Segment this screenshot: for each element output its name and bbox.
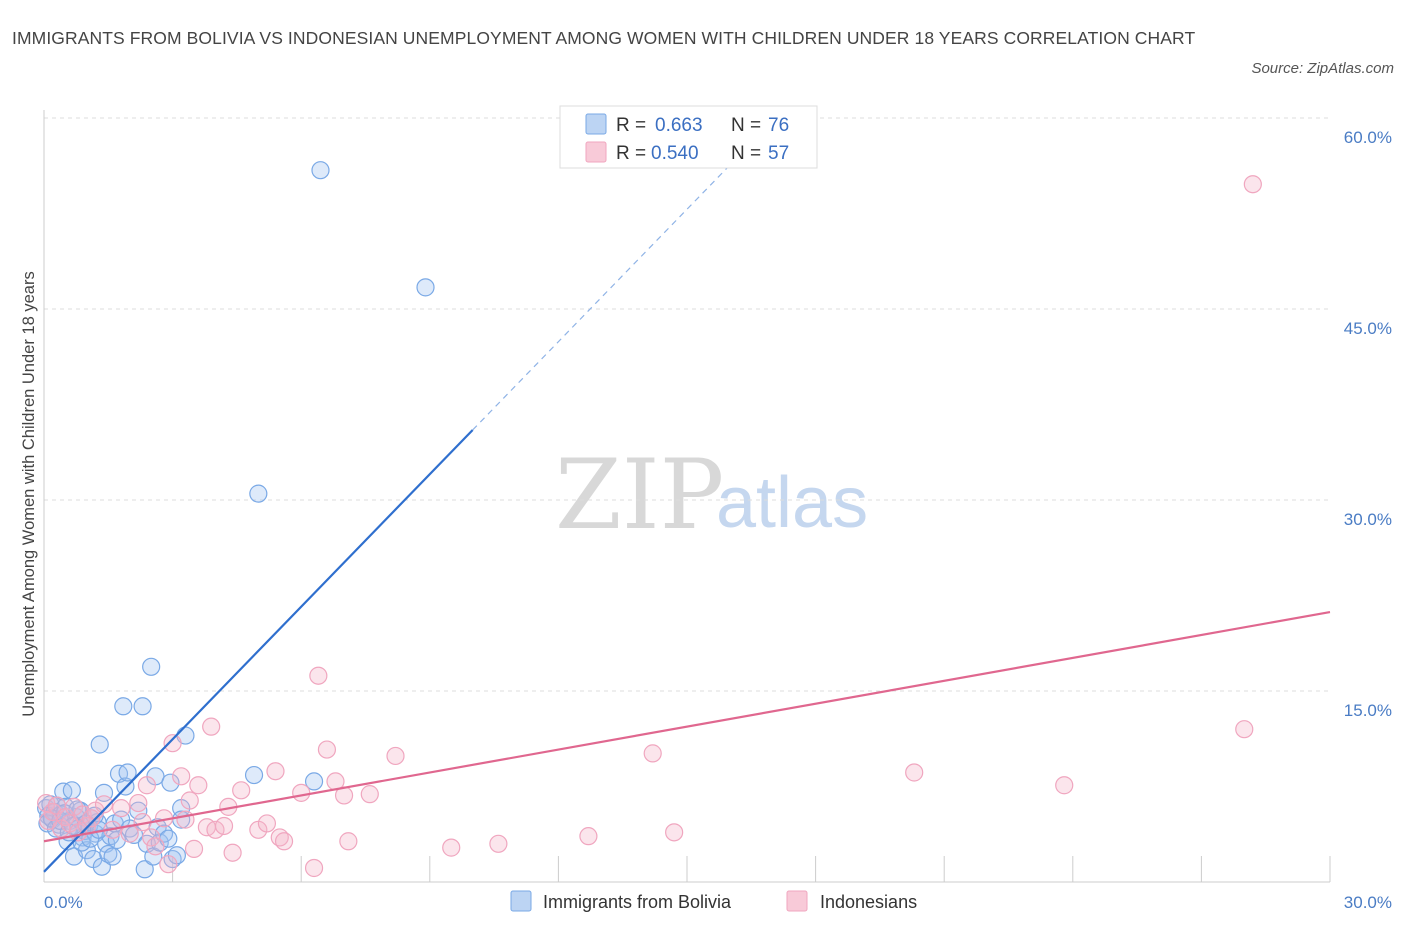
chart-source: Source: ZipAtlas.com: [1251, 60, 1394, 77]
indonesians-point: [202, 717, 221, 736]
indonesians-point: [266, 762, 285, 781]
bolivia-point: [311, 161, 330, 180]
top-legend: R = 0.663 N = 76 R = 0.540 N = 57: [559, 105, 818, 169]
bolivia-point: [62, 781, 81, 800]
bolivia-point: [114, 697, 133, 716]
indonesians-point: [206, 820, 225, 839]
indonesians-point: [180, 791, 199, 810]
bolivia-point: [244, 765, 264, 785]
indonesians-point: [257, 814, 277, 833]
indonesians-point: [304, 858, 324, 878]
grid-lines: 15.0% 30.0% 45.0% 60.0%: [44, 117, 1392, 720]
bolivia-point: [416, 278, 435, 297]
indonesians-point: [142, 828, 161, 847]
indonesians-point: [1235, 720, 1254, 739]
watermark-zip: ZIP: [555, 439, 724, 551]
indonesians-point: [176, 810, 195, 829]
indonesians-point: [442, 838, 461, 857]
bolivia-point: [103, 847, 122, 866]
legend-r-value-bolivia: 0.663: [655, 115, 703, 136]
indonesians-point: [292, 783, 311, 802]
watermark-atlas: atlas: [716, 463, 868, 543]
indonesians-point: [137, 776, 156, 795]
indonesians-point: [232, 781, 251, 800]
bolivia-trend-extension: [472, 164, 731, 431]
legend-n-value-indonesians: 57: [768, 143, 789, 164]
indonesians-point: [339, 832, 358, 851]
legend-swatch-bolivia: [585, 113, 607, 135]
bottom-legend-swatch-indonesians: [786, 890, 808, 912]
bolivia-point: [161, 773, 180, 792]
indonesians-point: [129, 793, 148, 813]
indonesians-point: [489, 834, 508, 853]
indonesians-point: [579, 827, 598, 846]
x-tick-label: 0.0%: [44, 893, 83, 912]
indonesians-point: [643, 744, 662, 763]
indonesians-point: [146, 837, 165, 856]
indonesians-point: [112, 799, 131, 818]
indonesians-point: [52, 819, 71, 838]
indonesians-point: [184, 839, 204, 858]
indonesians-point: [386, 746, 405, 766]
bolivia-point: [133, 697, 152, 716]
y-tick-label: 30.0%: [1344, 510, 1392, 529]
indonesians-point: [214, 816, 234, 836]
indonesians-point: [172, 767, 191, 786]
bolivia-point: [304, 772, 324, 791]
y-axis-label: Unemployment Among Women with Children U…: [20, 271, 38, 716]
x-tick-label: 30.0%: [1344, 893, 1392, 912]
indonesians-point: [1243, 175, 1262, 194]
indonesians-point: [665, 823, 684, 842]
bolivia-trend-line: [43, 429, 474, 873]
indonesians-point: [94, 795, 114, 814]
indonesians-point: [360, 785, 379, 804]
bottom-legend-label-indonesians: Indonesians: [820, 892, 917, 912]
indonesians-point: [905, 763, 924, 782]
legend-n-value-bolivia: 76: [768, 115, 789, 136]
bottom-legend-swatch-bolivia: [510, 890, 532, 912]
indonesians-point: [37, 793, 56, 813]
legend-swatch-indonesians: [585, 141, 607, 163]
chart-title: IMMIGRANTS FROM BOLIVIA VS INDONESIAN UN…: [12, 28, 1196, 48]
indonesians-point: [223, 843, 242, 862]
bottom-legend-label-bolivia: Immigrants from Bolivia: [543, 892, 732, 912]
legend-r-value-indonesians: 0.540: [651, 143, 699, 164]
indonesians-point: [309, 666, 328, 685]
bolivia-point: [135, 860, 154, 879]
y-tick-label: 15.0%: [1344, 701, 1392, 720]
legend-r-label-bolivia: R =: [616, 115, 646, 136]
bolivia-point: [90, 735, 109, 754]
indonesians-point: [274, 832, 294, 851]
y-tick-label: 45.0%: [1344, 319, 1392, 338]
bolivia-point: [118, 763, 137, 782]
legend-n-label-bolivia: N =: [731, 115, 761, 136]
indonesians-point: [189, 776, 208, 795]
legend-n-label-indonesians: N =: [731, 143, 761, 164]
axes: 0.0% 30.0%: [43, 110, 1392, 912]
y-tick-label: 60.0%: [1344, 128, 1392, 147]
indonesians-point: [163, 734, 182, 753]
indonesians-point: [1055, 776, 1074, 795]
bottom-legend: Immigrants from Bolivia Indonesians: [510, 890, 917, 912]
indonesians-trend-line: [43, 610, 1331, 843]
bolivia-point: [249, 484, 268, 503]
bolivia-point: [142, 657, 161, 676]
trend-lines: [43, 164, 1331, 873]
indonesians-point: [159, 855, 178, 874]
indonesians-point: [317, 740, 337, 759]
legend-r-label-indonesians: R =: [616, 143, 646, 164]
